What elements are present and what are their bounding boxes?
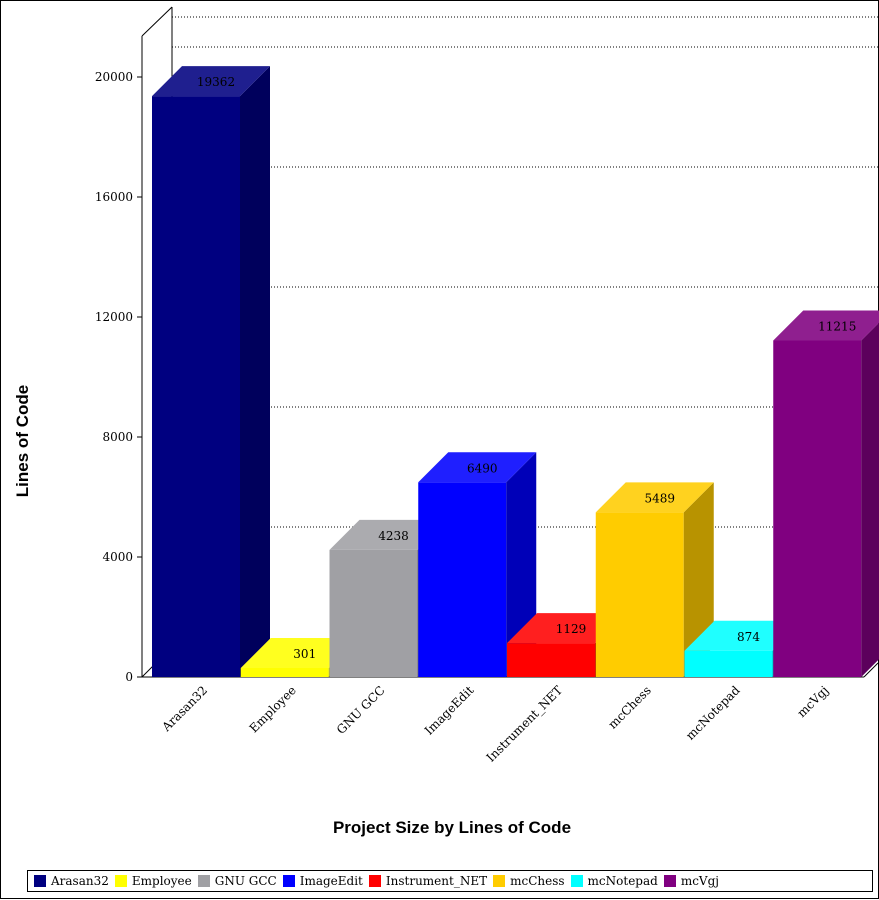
data-label: 874 <box>737 630 760 644</box>
legend-item: Instrument_NET <box>368 874 488 888</box>
data-label: 19362 <box>197 75 235 89</box>
legend-item: ImageEdit <box>282 874 363 888</box>
legend-swatch <box>493 875 506 887</box>
data-label: 6490 <box>467 461 498 475</box>
data-label: 4238 <box>378 529 409 543</box>
bar-top-face <box>152 66 270 97</box>
legend-swatch <box>570 875 583 887</box>
y-tick-label: 20000 <box>95 70 133 84</box>
bar-front-face <box>684 650 773 677</box>
legend-swatch <box>34 875 46 887</box>
bar <box>773 310 879 677</box>
data-label: 11215 <box>818 320 856 334</box>
bar-side-face <box>861 322 879 677</box>
wall-top-edge <box>141 6 173 37</box>
bar-top-face <box>418 452 537 483</box>
y-tick-label: 4000 <box>102 550 133 564</box>
bar-front-face <box>595 512 684 677</box>
x-tick-label: mcVgj <box>794 683 831 720</box>
y-tick-label: 16000 <box>95 190 133 204</box>
bar-top-face <box>240 637 359 668</box>
bar <box>418 452 537 677</box>
bar-side-face <box>506 452 537 677</box>
legend-item: Arasan32 <box>34 874 109 888</box>
bar-front-face <box>240 667 329 677</box>
legend-item: Employee <box>114 874 192 888</box>
bar-side-face <box>683 482 714 677</box>
legend-label: Instrument_NET <box>385 874 488 888</box>
bar-front-face <box>773 340 862 677</box>
bar-top-face <box>507 613 625 644</box>
bar <box>152 66 270 677</box>
chart-title: Project Size by Lines of Code <box>333 818 571 837</box>
data-label: 1129 <box>556 622 587 636</box>
bar-front-face <box>329 549 418 677</box>
data-labels: 19362 301 4238 6490 1129 5489 874 11215 <box>197 75 856 661</box>
legend-label: mcNotepad <box>587 874 658 888</box>
legend-swatch <box>282 875 295 887</box>
legend-item: mcNotepad <box>570 874 658 888</box>
legend-item: GNU GCC <box>197 874 277 888</box>
legend-label: mcChess <box>510 874 565 888</box>
bar-front-face <box>152 96 240 677</box>
legend-swatch <box>197 875 210 887</box>
legend-label: GNU GCC <box>214 874 277 888</box>
y-tick-label: 8000 <box>102 430 133 444</box>
bar-front-face <box>507 643 595 677</box>
data-label: 301 <box>293 647 316 661</box>
x-tick-label: GNU GCC <box>334 683 388 737</box>
legend-label: mcVgj <box>680 874 719 888</box>
x-tick-label: Employee <box>247 683 299 735</box>
x-tick-label: mcChess <box>605 683 653 731</box>
bar-top-face <box>773 310 879 341</box>
y-tick-label: 12000 <box>95 310 133 324</box>
x-tick-label: ImageEdit <box>422 683 477 738</box>
legend-item: mcChess <box>493 874 565 888</box>
x-tick-label: mcNotepad <box>683 683 743 743</box>
legend-item: mcVgj <box>663 874 719 888</box>
legend-swatch <box>663 875 676 887</box>
gridlines <box>172 16 878 528</box>
legend-swatch <box>114 875 127 887</box>
bar-side-face <box>240 66 270 677</box>
legend-label: Employee <box>131 874 192 888</box>
bar-top-face <box>684 620 803 651</box>
data-label: 5489 <box>644 491 675 505</box>
bar-front-face <box>418 482 507 677</box>
x-tick-label: Arasan32 <box>159 683 211 735</box>
bar <box>595 482 714 677</box>
bars <box>152 66 879 677</box>
x-tick-label: Instrument_NET <box>484 683 565 764</box>
legend: Arasan32 Employee GNU GCC ImageEdit Instrume… <box>27 870 873 892</box>
legend-label: Arasan32 <box>51 874 109 888</box>
bar-top-face <box>595 482 714 513</box>
legend-swatch <box>368 875 381 887</box>
legend-label: ImageEdit <box>299 874 363 888</box>
y-tick-label: 0 <box>125 670 133 684</box>
y-axis-title: Lines of Code <box>13 385 32 497</box>
floor-right-edge <box>863 662 879 678</box>
bar-top-face <box>329 519 448 550</box>
